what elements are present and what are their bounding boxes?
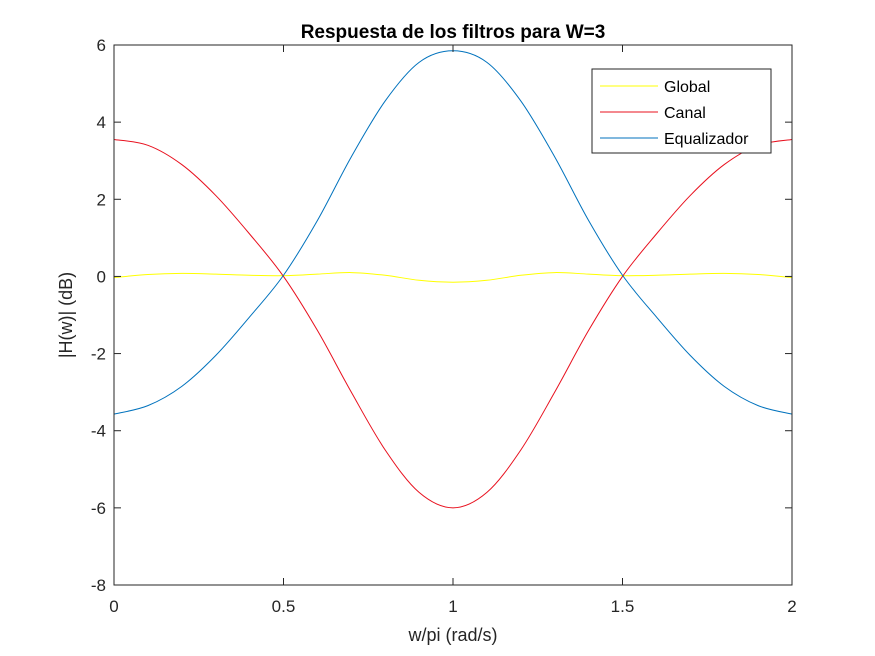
x-tick-label: 0.5 xyxy=(272,597,296,616)
series-line-global xyxy=(113,272,793,283)
legend: Global Canal Equalizador xyxy=(591,68,772,154)
x-tick-label: 2 xyxy=(787,597,796,616)
y-tick-label: 4 xyxy=(97,113,106,132)
x-tick-label: 1.5 xyxy=(611,597,635,616)
chart-title: Respuesta de los filtros para W=3 xyxy=(301,22,606,43)
y-tick-label: -2 xyxy=(91,345,106,364)
y-tick-label: -6 xyxy=(91,499,106,518)
legend-box xyxy=(591,68,772,154)
legend-label-equalizador: Equalizador xyxy=(664,131,749,148)
y-tick-label: 2 xyxy=(97,190,106,209)
series-line-canal xyxy=(113,139,793,509)
y-tick-label: 6 xyxy=(97,36,106,55)
x-tick-label: 1 xyxy=(448,597,457,616)
legend-label-global: Global xyxy=(664,79,710,96)
ticks-layer: 0 0.5 1 1.5 2 -8 -6 -4 -2 0 2 4 6 xyxy=(91,36,797,616)
legend-label-canal: Canal xyxy=(664,105,706,122)
y-tick-label: 0 xyxy=(97,267,106,286)
y-tick-label: -8 xyxy=(91,576,106,595)
y-tick-label: -4 xyxy=(91,422,106,441)
x-axis-title: w/pi (rad/s) xyxy=(407,625,497,645)
y-axis-title: |H(w)| (dB) xyxy=(56,272,76,358)
x-tick-label: 0 xyxy=(109,597,118,616)
